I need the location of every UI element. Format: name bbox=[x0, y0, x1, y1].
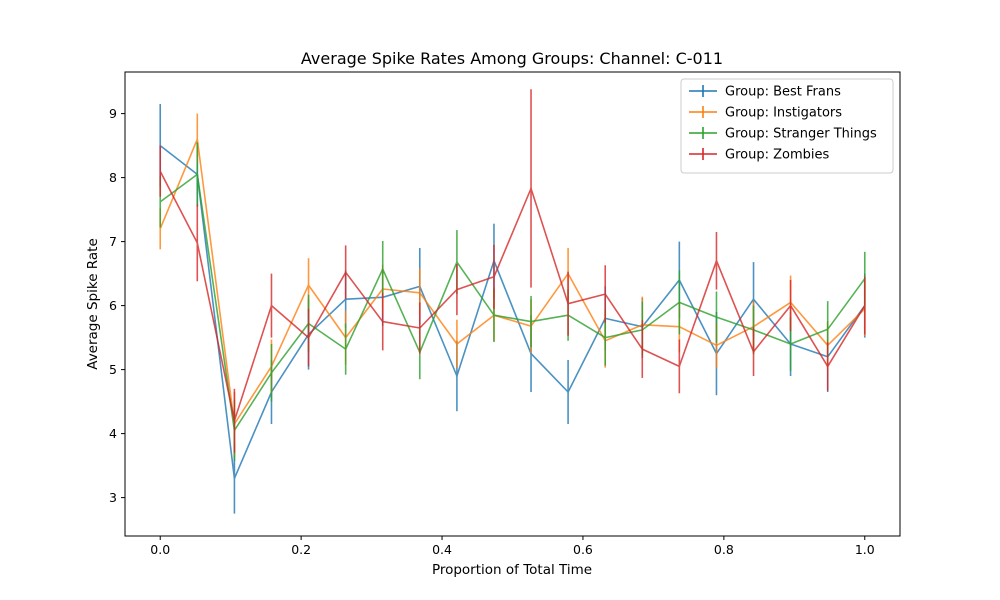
legend-label: Group: Best Frans bbox=[725, 85, 841, 100]
x-tick-label: 0.2 bbox=[291, 542, 311, 557]
data-point bbox=[530, 352, 532, 355]
data-point bbox=[752, 298, 755, 301]
data-point bbox=[826, 328, 829, 331]
legend-item: Group: Instigators bbox=[689, 106, 842, 121]
series-line bbox=[159, 173, 866, 432]
x-tick-label: 0.8 bbox=[714, 542, 734, 557]
series-line bbox=[159, 138, 866, 425]
data-point bbox=[418, 327, 421, 329]
legend-item: Group: Zombies bbox=[689, 148, 829, 163]
data-point bbox=[678, 365, 681, 368]
plot-area-frame bbox=[124, 71, 901, 537]
series-line bbox=[159, 170, 866, 422]
y-tick-label: 3 bbox=[109, 490, 117, 505]
data-point bbox=[567, 391, 569, 393]
data-point bbox=[344, 348, 347, 350]
data-point bbox=[456, 261, 458, 263]
legend-label: Group: Zombies bbox=[725, 148, 829, 163]
data-point bbox=[789, 304, 792, 307]
data-point bbox=[307, 336, 310, 339]
y-tick-label: 7 bbox=[109, 234, 117, 249]
x-axis: 0.0 0.2 0.4 0.6 0.8 1.0 bbox=[150, 536, 875, 557]
data-point bbox=[456, 375, 458, 377]
data-point bbox=[381, 320, 384, 323]
x-tick-label: 0.4 bbox=[432, 542, 452, 557]
data-point bbox=[604, 336, 607, 339]
legend-item: Group: Best Frans bbox=[689, 85, 841, 100]
data-point bbox=[567, 302, 569, 305]
data-point bbox=[715, 260, 718, 262]
data-point bbox=[159, 228, 162, 230]
y-tick-label: 6 bbox=[109, 298, 117, 313]
data-point bbox=[307, 284, 310, 286]
data-point bbox=[233, 420, 236, 422]
data-point bbox=[418, 292, 421, 294]
data-point bbox=[641, 348, 644, 350]
series-layer bbox=[159, 89, 866, 514]
data-point bbox=[233, 477, 236, 480]
data-point bbox=[604, 293, 607, 295]
y-axis: 3 4 5 6 7 8 9 bbox=[109, 106, 125, 505]
data-point bbox=[493, 276, 495, 278]
chart-title: Average Spike Rates Among Groups: Channe… bbox=[301, 49, 723, 68]
data-point bbox=[456, 288, 458, 291]
data-point bbox=[493, 314, 495, 317]
data-point bbox=[863, 304, 866, 307]
series-line bbox=[159, 144, 866, 480]
data-point bbox=[678, 301, 681, 304]
y-tick-label: 9 bbox=[109, 106, 117, 121]
data-point bbox=[789, 343, 792, 345]
y-tick-label: 4 bbox=[109, 426, 117, 441]
data-point bbox=[196, 173, 199, 176]
data-point bbox=[270, 372, 273, 374]
data-point bbox=[381, 268, 384, 270]
x-tick-label: 0.0 bbox=[150, 542, 170, 557]
data-point bbox=[159, 170, 162, 172]
x-tick-label: 1.0 bbox=[855, 542, 875, 557]
data-point bbox=[752, 350, 755, 353]
data-point bbox=[715, 316, 718, 318]
data-point bbox=[196, 138, 199, 140]
x-axis-label: Proportion of Total Time bbox=[432, 562, 592, 578]
y-axis-label: Average Spike Rate bbox=[85, 238, 101, 370]
data-point bbox=[530, 320, 532, 323]
data-point bbox=[826, 365, 829, 368]
data-point bbox=[456, 343, 458, 345]
legend-item: Group: Stranger Things bbox=[689, 127, 877, 142]
data-point bbox=[270, 304, 273, 307]
legend-box bbox=[680, 78, 894, 174]
data-point bbox=[344, 271, 347, 274]
legend: Group: Best Frans Group: Instigators Group… bbox=[680, 78, 894, 174]
data-point bbox=[530, 187, 532, 190]
legend-label: Group: Stranger Things bbox=[725, 127, 877, 142]
x-tick-label: 0.6 bbox=[573, 542, 593, 557]
y-tick-label: 8 bbox=[109, 170, 117, 185]
data-point bbox=[196, 242, 199, 244]
series-4 bbox=[159, 89, 866, 453]
y-tick-label: 5 bbox=[109, 362, 117, 377]
legend-label: Group: Instigators bbox=[725, 106, 842, 121]
data-point bbox=[715, 344, 718, 347]
data-point bbox=[159, 201, 162, 203]
